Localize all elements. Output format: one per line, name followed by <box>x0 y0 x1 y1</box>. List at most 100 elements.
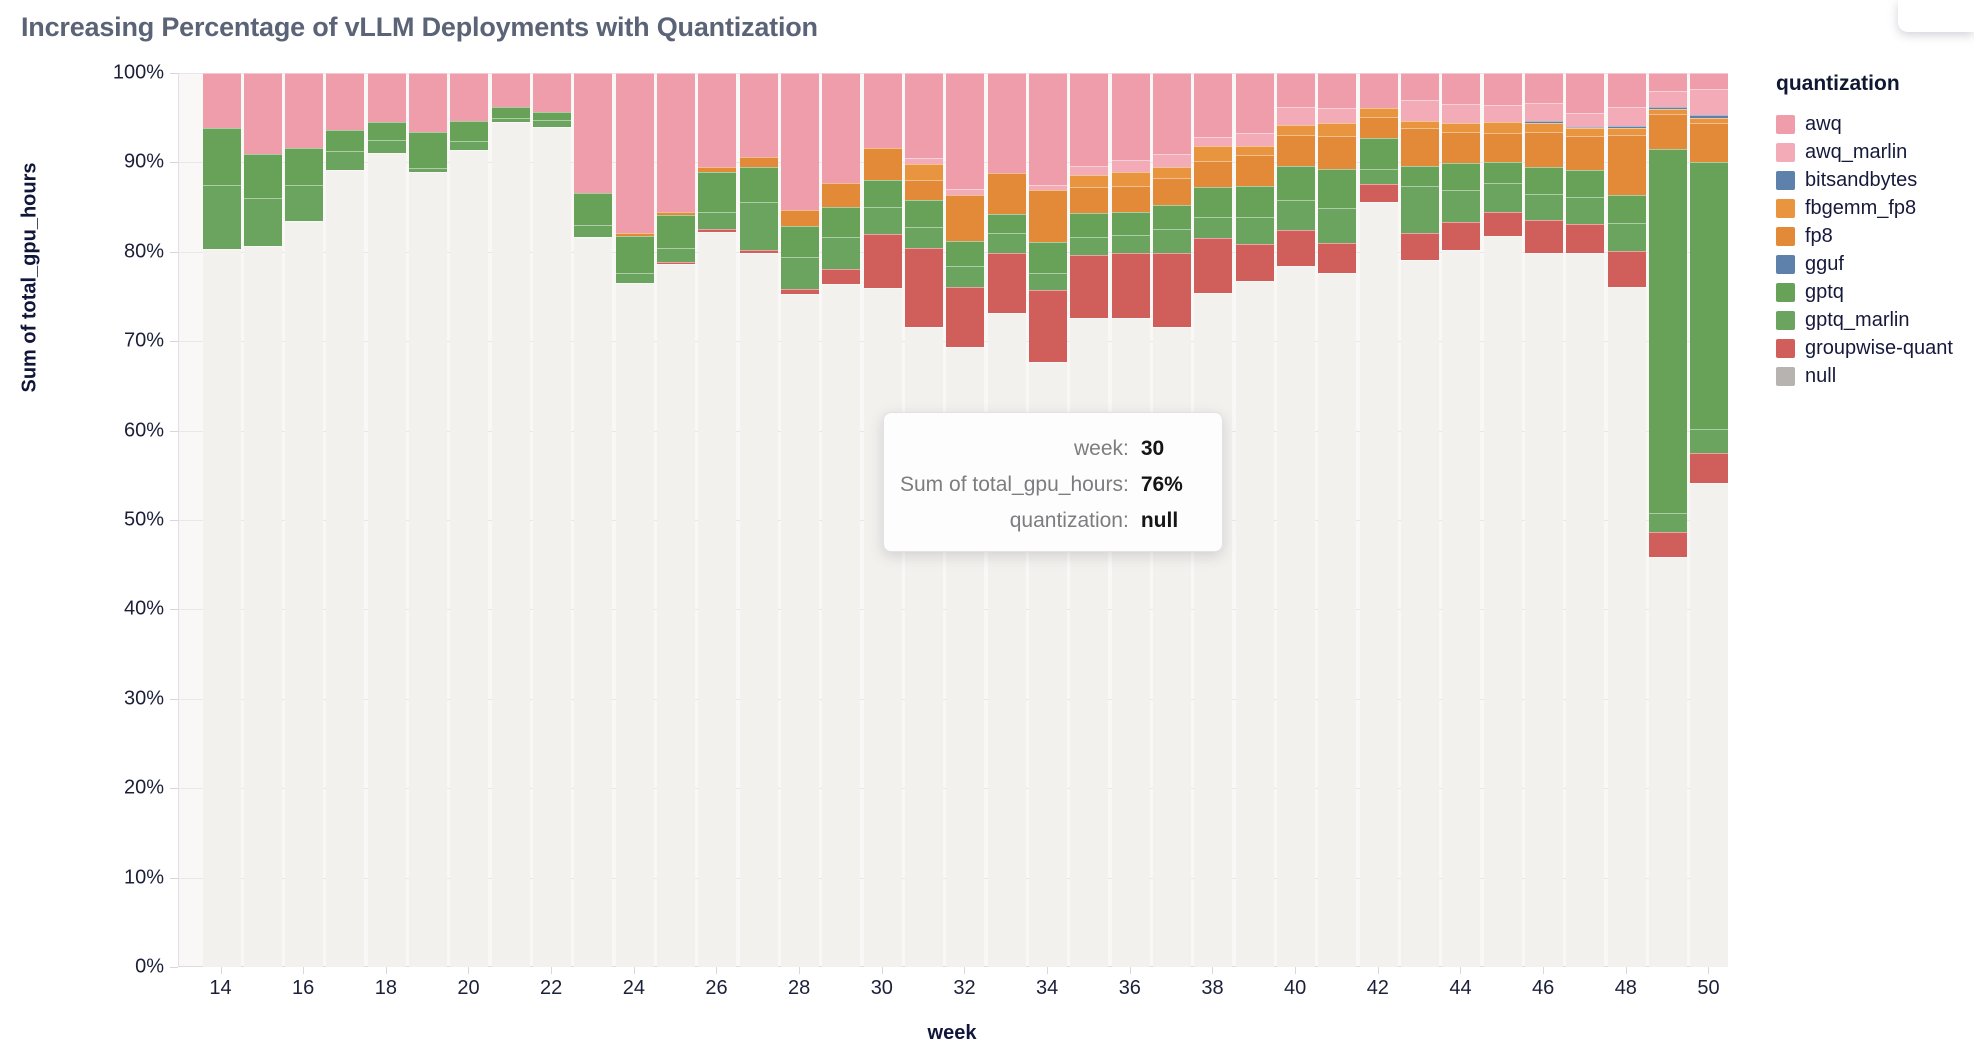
bar-segment-awq[interactable] <box>1442 73 1481 105</box>
bar-segment-fp8[interactable] <box>1566 135 1605 170</box>
bar-segment-awq_marlin[interactable] <box>1029 184 1068 191</box>
bar-segment-groupwise-quant[interactable] <box>781 289 820 294</box>
bar-segment-gptq[interactable] <box>533 112 572 121</box>
bar-week-39[interactable] <box>1235 73 1274 967</box>
bar-segment-gptq_marlin[interactable] <box>1029 273 1068 291</box>
bar-segment-null[interactable] <box>1277 266 1316 967</box>
bar-segment-groupwise-quant[interactable] <box>1111 252 1150 318</box>
bar-segment-null[interactable] <box>1690 483 1729 967</box>
bar-segment-groupwise-quant[interactable] <box>1070 255 1109 318</box>
bar-segment-null[interactable] <box>1401 259 1440 967</box>
bar-segment-gptq[interactable] <box>657 215 696 249</box>
bar-segment-groupwise-quant[interactable] <box>1235 243 1274 282</box>
bar-segment-null[interactable] <box>450 149 489 967</box>
bar-segment-awq[interactable] <box>491 73 530 107</box>
bar-week-18[interactable] <box>367 73 406 967</box>
bar-week-50[interactable] <box>1690 73 1729 967</box>
bar-week-47[interactable] <box>1566 73 1605 967</box>
bar-segment-gptq_marlin[interactable] <box>1318 207 1357 243</box>
bar-segment-gptq[interactable] <box>822 207 861 237</box>
bar-segment-awq_marlin[interactable] <box>1690 89 1729 115</box>
bar-week-17[interactable] <box>326 73 365 967</box>
legend-item-fp8[interactable]: fp8 <box>1776 222 1953 250</box>
bar-segment-fp8[interactable] <box>822 182 861 208</box>
bar-segment-awq[interactable] <box>574 73 613 193</box>
bar-segment-fbgemm_fp8[interactable] <box>1277 124 1316 135</box>
bar-segment-gptq[interactable] <box>1070 213 1109 238</box>
bar-segment-groupwise-quant[interactable] <box>1359 183 1398 202</box>
bar-segment-fp8[interactable] <box>739 157 778 167</box>
bar-segment-gptq[interactable] <box>1235 185 1274 217</box>
bar-segment-groupwise-quant[interactable] <box>1690 452 1729 484</box>
bar-segment-null[interactable] <box>739 252 778 967</box>
bar-segment-awq[interactable] <box>657 73 696 212</box>
bar-segment-awq[interactable] <box>1070 73 1109 166</box>
bar-week-46[interactable] <box>1525 73 1564 967</box>
bar-segment-fp8[interactable] <box>1607 134 1646 196</box>
bar-segment-gptq[interactable] <box>1194 187 1233 217</box>
bar-segment-null[interactable] <box>1483 235 1522 967</box>
bar-segment-gptq[interactable] <box>987 214 1026 234</box>
bar-segment-gptq[interactable] <box>946 241 985 267</box>
bar-segment-awq[interactable] <box>987 73 1026 174</box>
bar-segment-gptq_marlin[interactable] <box>243 198 282 246</box>
bar-segment-gptq_marlin[interactable] <box>1690 428 1729 453</box>
bar-segment-gptq_marlin[interactable] <box>1235 216 1274 244</box>
bar-segment-gptq_marlin[interactable] <box>1442 190 1481 223</box>
bar-segment-gptq[interactable] <box>905 199 944 227</box>
bar-segment-fp8[interactable] <box>1194 160 1233 188</box>
bar-segment-awq[interactable] <box>1607 73 1646 107</box>
bar-segment-bitsandbytes[interactable] <box>1525 121 1564 124</box>
bar-segment-groupwise-quant[interactable] <box>1566 224 1605 253</box>
legend-item-awq[interactable]: awq <box>1776 110 1953 138</box>
legend-item-gptq[interactable]: gptq <box>1776 278 1953 306</box>
bar-segment-fbgemm_fp8[interactable] <box>1649 108 1688 115</box>
bar-segment-fp8[interactable] <box>1318 136 1357 169</box>
bar-segment-awq_marlin[interactable] <box>1194 137 1233 147</box>
bar-segment-null[interactable] <box>1194 292 1233 967</box>
bar-segment-gptq_marlin[interactable] <box>1070 237 1109 256</box>
legend-item-awq-marlin[interactable]: awq_marlin <box>1776 138 1953 166</box>
bar-segment-fp8[interactable] <box>987 173 1026 215</box>
bar-segment-awq_marlin[interactable] <box>1401 99 1440 122</box>
bar-segment-null[interactable] <box>1525 252 1564 967</box>
bar-segment-gptq[interactable] <box>1277 165 1316 200</box>
bar-segment-awq[interactable] <box>1235 73 1274 133</box>
bar-segment-null[interactable] <box>698 232 737 967</box>
bar-segment-awq[interactable] <box>1649 73 1688 91</box>
bar-segment-gptq[interactable] <box>409 132 448 168</box>
bar-week-43[interactable] <box>1401 73 1440 967</box>
bar-segment-fbgemm_fp8[interactable] <box>1525 123 1564 132</box>
bar-segment-null[interactable] <box>822 283 861 967</box>
bar-segment-awq_marlin[interactable] <box>1483 105 1522 123</box>
bar-segment-awq[interactable] <box>739 73 778 158</box>
bar-segment-awq_marlin[interactable] <box>1442 104 1481 124</box>
bar-segment-awq[interactable] <box>243 73 282 155</box>
bar-segment-fp8[interactable] <box>615 233 654 236</box>
legend-item-bitsandbytes[interactable]: bitsandbytes <box>1776 166 1953 194</box>
bar-segment-null[interactable] <box>987 312 1026 967</box>
bar-segment-gptq_marlin[interactable] <box>1277 199 1316 231</box>
bar-segment-gptq_marlin[interactable] <box>1649 512 1688 532</box>
bar-week-19[interactable] <box>409 73 448 967</box>
bar-segment-fbgemm_fp8[interactable] <box>1359 107 1398 117</box>
bar-segment-gptq[interactable] <box>739 166 778 202</box>
bar-segment-awq[interactable] <box>1690 73 1729 90</box>
bar-segment-groupwise-quant[interactable] <box>1483 211 1522 236</box>
bar-segment-null[interactable] <box>285 221 324 967</box>
bar-segment-null[interactable] <box>1359 201 1398 967</box>
bar-segment-awq[interactable] <box>1525 73 1564 104</box>
bar-segment-gptq[interactable] <box>698 172 737 212</box>
bar-segment-gptq[interactable] <box>202 128 241 185</box>
bar-segment-null[interactable] <box>491 122 530 967</box>
bar-segment-gptq[interactable] <box>1525 166 1564 194</box>
bar-segment-awq[interactable] <box>409 73 448 132</box>
bar-segment-awq_marlin[interactable] <box>905 157 944 165</box>
bar-segment-awq[interactable] <box>1153 73 1192 155</box>
bar-segment-gptq[interactable] <box>615 235 654 274</box>
bar-segment-null[interactable] <box>326 170 365 967</box>
bar-segment-gptq[interactable] <box>1690 162 1729 429</box>
bar-segment-gptq[interactable] <box>574 192 613 225</box>
bar-segment-gptq_marlin[interactable] <box>822 236 861 269</box>
bar-segment-fbgemm_fp8[interactable] <box>1153 166 1192 178</box>
